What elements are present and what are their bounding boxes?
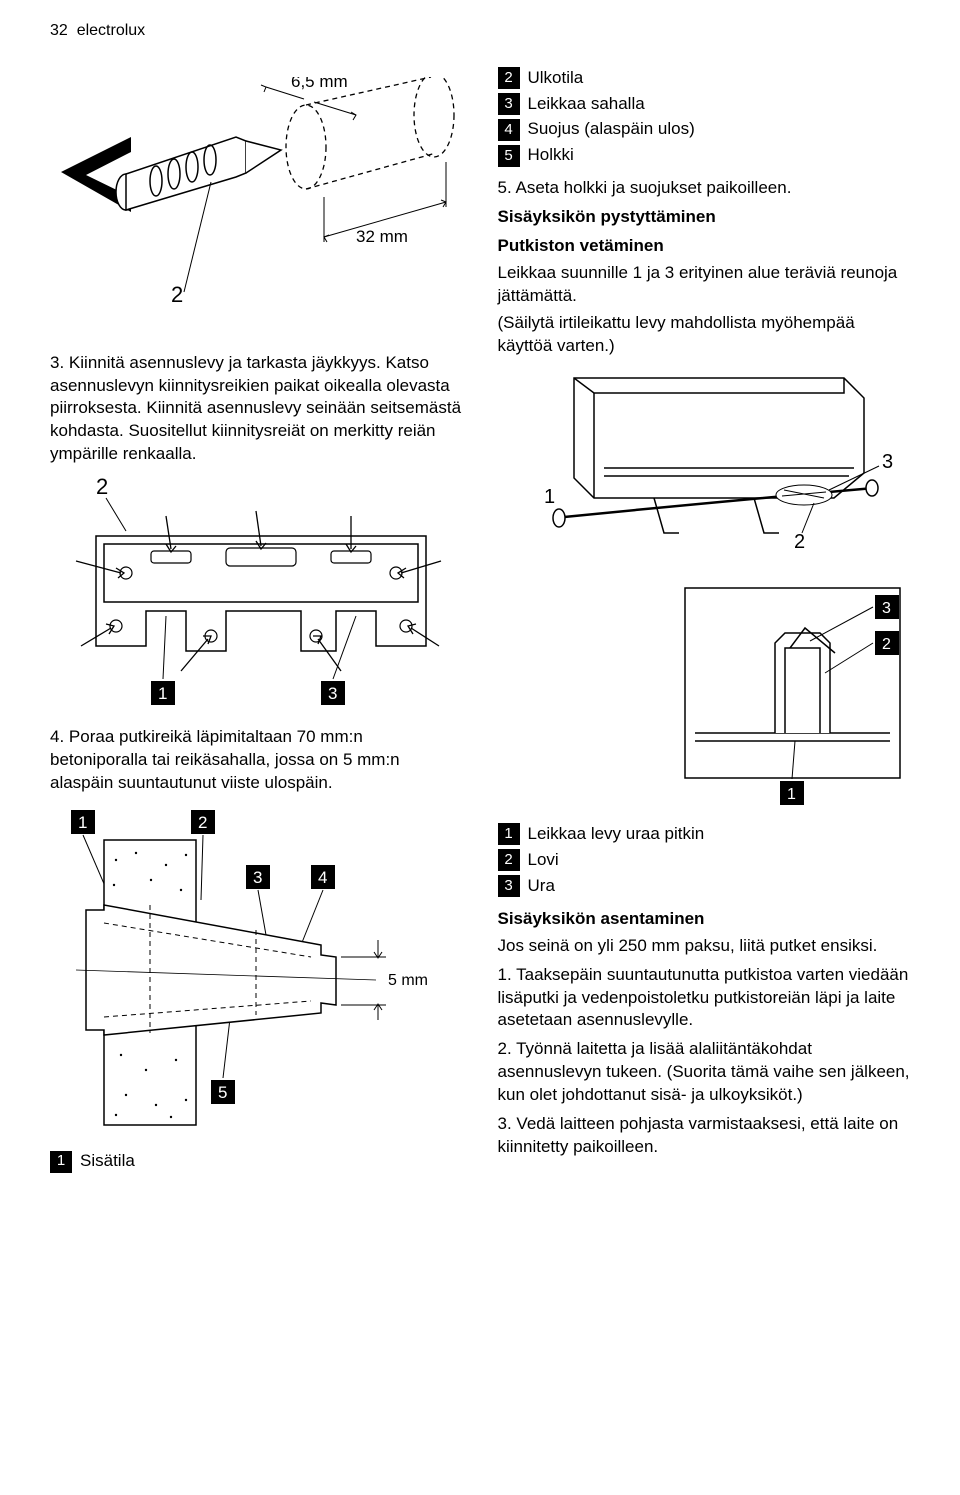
iu-c2: 2 (794, 531, 805, 553)
iu-c1: 1 (544, 486, 555, 508)
is2-t: Työnnä laitetta ja lisää alaliitäntäkohd… (498, 1039, 910, 1104)
lt-t3: Leikkaa sahalla (528, 93, 645, 116)
step-5-num: 5. (498, 178, 512, 197)
plate-callout-2: 2 (96, 476, 108, 499)
iu-c3: 3 (882, 451, 893, 473)
cd-c3: 3 (882, 600, 891, 617)
para-leikkaa: Leikkaa suunnille 1 ja 3 erityinen alue … (498, 262, 911, 308)
lt-n3: 3 (498, 93, 520, 115)
wh-c3: 3 (253, 868, 262, 887)
page-header: 32 electrolux (50, 20, 910, 42)
dim-side: 32 mm (356, 227, 408, 246)
page-number: 32 (50, 22, 68, 39)
is1-t: Taaksepäin suuntautunutta putkistoa vart… (498, 965, 909, 1030)
cd-c2: 2 (882, 636, 891, 653)
lm-n3: 3 (498, 875, 520, 897)
diagram-wall-hole: 1 2 3 4 5 (50, 805, 463, 1135)
step-5-text: Aseta holkki ja suojukset paikoilleen. (515, 178, 791, 197)
wh-c2: 2 (198, 813, 207, 832)
lm-t2: Lovi (528, 849, 559, 872)
step-4-text: Poraa putkireikä läpimitaltaan 70 mm:n b… (50, 727, 400, 792)
lm-t1: Leikkaa levy uraa pitkin (528, 823, 705, 846)
step-5: 5. Aseta holkki ja suojukset paikoilleen… (498, 177, 911, 200)
lm-n1: 1 (498, 823, 520, 845)
lt-t4: Suojus (alaspäin ulos) (528, 118, 695, 141)
para-jos-seina: Jos seinä on yli 250 mm paksu, liitä put… (498, 935, 911, 958)
dim-top: 6,5 mm (291, 77, 348, 91)
legend-sisatila: 1 Sisätila (50, 1150, 463, 1173)
plate-callout-1: 1 (158, 684, 167, 703)
lm-t3: Ura (528, 875, 555, 898)
wh-c1: 1 (78, 813, 87, 832)
is3-t: Vedä laitteen pohjasta varmistaaksesi, e… (498, 1114, 899, 1156)
callout-2: 2 (171, 282, 183, 307)
diagram-mounting-plate: 2 (50, 476, 463, 711)
heading-pystyttaminen: Sisäyksikön pystyttäminen (498, 206, 911, 229)
legend-num-1: 1 (50, 1151, 72, 1173)
plate-callout-3: 3 (328, 684, 337, 703)
cd-c1: 1 (787, 786, 796, 803)
diagram-anchor-in-hole: 6,5 mm 32 mm 2 (50, 77, 463, 337)
legend-top: 2 Ulkotila 3 Leikkaa sahalla 4 Suojus (alas… (498, 67, 911, 168)
wh-dim: 5 mm (388, 972, 428, 989)
is1-n: 1. (498, 965, 512, 984)
lt-n2: 2 (498, 67, 520, 89)
heading-putkiston: Putkiston vetäminen (498, 235, 911, 258)
lt-n5: 5 (498, 145, 520, 167)
step-4-num: 4. (50, 727, 64, 746)
legend-mid: 1 Leikkaa levy uraa pitkin 2 Lovi 3 Ura (498, 823, 911, 898)
install-step-1: 1. Taaksepäin suuntautunutta putkistoa v… (498, 964, 911, 1033)
diagram-corner-detail: 3 2 1 (498, 583, 911, 808)
lt-n4: 4 (498, 119, 520, 141)
is2-n: 2. (498, 1039, 512, 1058)
heading-asentaminen: Sisäyksikön asentaminen (498, 908, 911, 931)
wh-c4: 4 (318, 868, 327, 887)
para-sailyta: (Säilytä irtileikattu levy mahdollista m… (498, 312, 911, 358)
is3-n: 3. (498, 1114, 512, 1133)
lm-n2: 2 (498, 849, 520, 871)
legend-text-sisatila: Sisätila (80, 1150, 135, 1173)
step-3: 3. Kiinnitä asennuslevy ja tarkasta jäyk… (50, 352, 463, 467)
lt-t5: Holkki (528, 144, 574, 167)
diagram-indoor-unit: 1 2 3 (498, 368, 911, 568)
left-column: 6,5 mm 32 mm 2 3. Kiinnitä asennuslevy j… (50, 67, 463, 1176)
wh-c5: 5 (218, 1083, 227, 1102)
right-column: 2 Ulkotila 3 Leikkaa sahalla 4 Suojus (alas… (498, 67, 911, 1176)
install-step-3: 3. Vedä laitteen pohjasta varmistaaksesi… (498, 1113, 911, 1159)
step-3-num: 3. (50, 353, 64, 372)
step-4: 4. Poraa putkireikä läpimitaltaan 70 mm:… (50, 726, 463, 795)
brand: electrolux (77, 22, 145, 39)
install-step-2: 2. Työnnä laitetta ja lisää alaliitäntäk… (498, 1038, 911, 1107)
step-3-text: Kiinnitä asennuslevy ja tarkasta jäykkyy… (50, 353, 461, 464)
lt-t2: Ulkotila (528, 67, 584, 90)
